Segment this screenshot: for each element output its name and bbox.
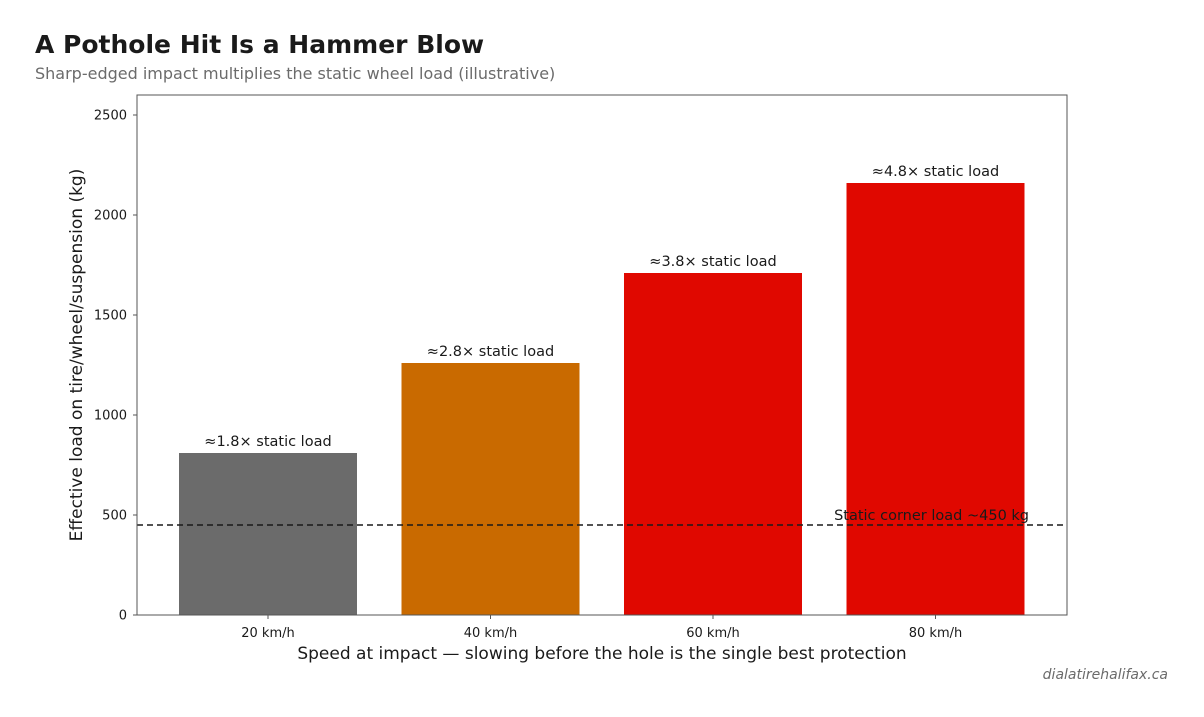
- bar-data-label: ≈1.8× static load: [204, 434, 331, 450]
- bar-data-label: ≈3.8× static load: [649, 254, 776, 270]
- x-tick-label: 20 km/h: [241, 626, 295, 641]
- bar-40-km-h: [401, 363, 580, 615]
- chart-subtitle: Sharp-edged impact multiplies the static…: [35, 64, 556, 83]
- x-axis: 20 km/h 40 km/h 60 km/h 80 km/h: [241, 615, 962, 641]
- y-tick-label: 2000: [94, 209, 127, 224]
- bars-group: [179, 183, 1025, 615]
- bar-data-label: ≈4.8× static load: [872, 164, 999, 180]
- y-axis: 0 500 1000 1500 2000 2500: [94, 109, 137, 624]
- plot-frame: [136, 94, 1068, 616]
- bar-80-km-h: [846, 183, 1025, 615]
- x-tick-label: 80 km/h: [909, 626, 963, 641]
- source-watermark: dialatirehalifax.ca: [1042, 667, 1168, 683]
- y-tick-label: 0: [119, 609, 127, 624]
- y-tick-label: 2500: [94, 109, 127, 124]
- bar-60-km-h: [624, 273, 802, 615]
- data-labels-group: ≈1.8× static load ≈2.8× static load ≈3.8× …: [204, 164, 999, 450]
- y-tick-label: 1000: [94, 409, 127, 424]
- y-axis-label: Effective load on tire/wheel/suspension …: [67, 169, 87, 542]
- bar-20-km-h: [179, 453, 357, 615]
- bar-data-label: ≈2.8× static load: [427, 344, 554, 360]
- x-axis-label: Speed at impact — slowing before the hol…: [297, 644, 906, 664]
- reference-line-label: Static corner load ~450 kg: [834, 508, 1029, 524]
- y-tick-label: 1500: [94, 309, 127, 324]
- reference-line-group: Static corner load ~450 kg: [137, 508, 1067, 526]
- x-tick-label: 60 km/h: [686, 626, 740, 641]
- chart-title: A Pothole Hit Is a Hammer Blow: [35, 30, 485, 59]
- y-tick-label: 500: [102, 509, 127, 524]
- x-tick-label: 40 km/h: [464, 626, 518, 641]
